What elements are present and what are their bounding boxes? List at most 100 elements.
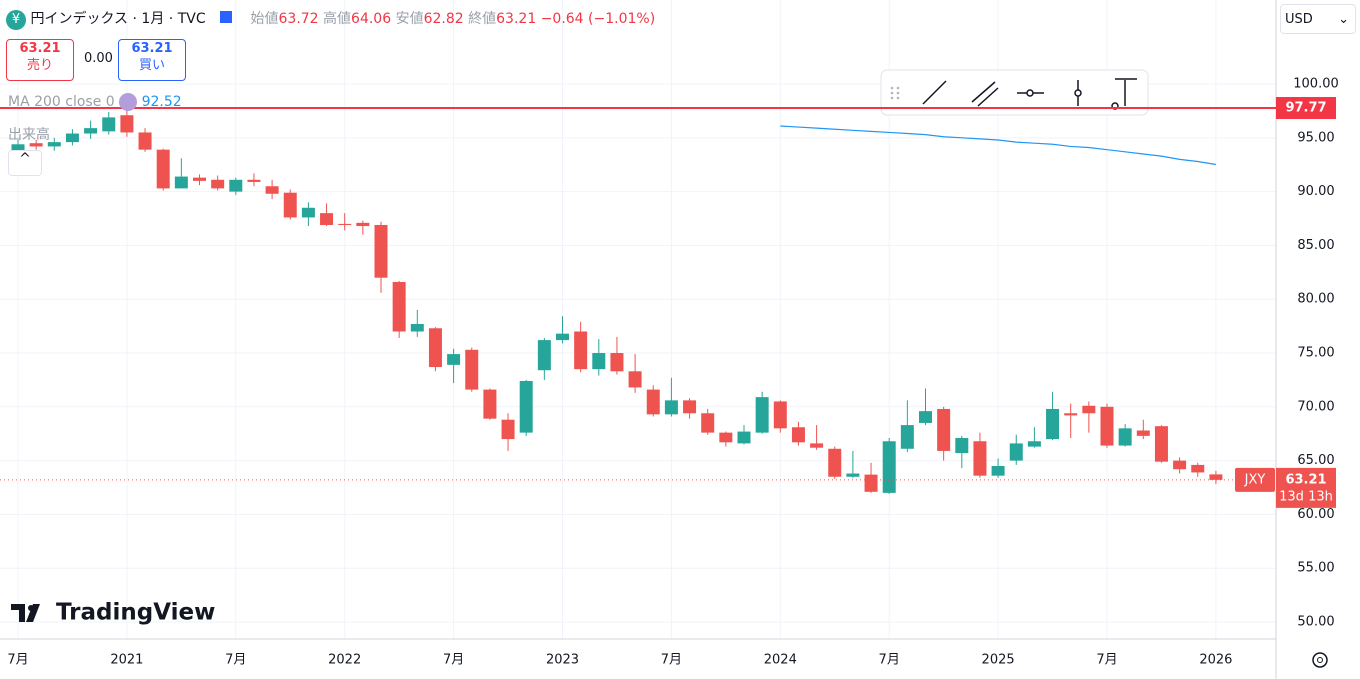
sell-label: 売り (26, 58, 53, 73)
x-tick-label: 2023 (546, 653, 579, 668)
candle-body (628, 371, 642, 388)
price-label-box (1276, 467, 1336, 508)
candle-body (483, 389, 497, 419)
candle-body (1064, 413, 1078, 416)
source: TVC (177, 11, 206, 27)
y-tick-label: 70.00 (1297, 399, 1334, 414)
candle-body (392, 282, 406, 332)
y-tick-label: 50.00 (1297, 615, 1334, 630)
candle-body (955, 438, 969, 454)
ma-name: MA 200 close 0 (8, 94, 115, 110)
candle-body (174, 176, 188, 189)
ohlc-value: 64.06 (351, 11, 392, 27)
candle-body (501, 419, 515, 440)
countdown: 13d 13h (1279, 489, 1333, 504)
candle-body (138, 132, 152, 150)
candle-body (1191, 464, 1205, 473)
candle-body (265, 186, 279, 194)
x-tick-label: 2022 (328, 653, 361, 668)
currency-select[interactable]: USD ⌄ (1280, 4, 1356, 34)
candle-body (773, 401, 787, 429)
candle-body (1009, 443, 1023, 461)
legend: ¥ 円インデックス · 1月 · TVC 始値63.72 高値64.06 安値6… (6, 8, 655, 30)
y-tick-label: 60.00 (1297, 507, 1334, 522)
candle-body (683, 400, 697, 414)
collapse-button[interactable]: ^ (8, 150, 42, 176)
candle-body (719, 432, 733, 443)
x-tick-label: 7月 (1096, 653, 1117, 668)
candle-body (428, 328, 442, 368)
ohlc-label: 終値 (468, 11, 497, 27)
candle-body (65, 133, 79, 143)
candle-body (1100, 406, 1114, 446)
candle-body (447, 354, 461, 365)
candle-body (283, 192, 297, 218)
candle-body (900, 425, 914, 449)
candle-body (1136, 430, 1150, 436)
candle-body (556, 333, 569, 341)
x-tick-label: 2025 (982, 653, 1015, 668)
candle-body (846, 473, 860, 477)
x-tick-label: 2026 (1199, 653, 1232, 668)
x-tick-label: 7月 (225, 653, 246, 668)
drawing-toolbar[interactable] (880, 69, 1149, 116)
x-tick-label: 2021 (110, 653, 143, 668)
candle-body (737, 431, 751, 444)
y-tick-label: 85.00 (1297, 238, 1334, 253)
candle-body (211, 179, 225, 189)
ohlc-label: 始値 (250, 11, 279, 27)
candle-body (991, 465, 1005, 476)
candle-body (882, 441, 896, 493)
candle-body (29, 143, 43, 147)
sell-price: 63.21 (19, 41, 61, 56)
candle-body (864, 474, 878, 492)
y-tick-label: 75.00 (1297, 346, 1334, 361)
candle-body (610, 353, 624, 372)
candle-body (1209, 474, 1223, 480)
x-tick-label: 7月 (661, 653, 682, 668)
plot: 50.00 55.00 60.00 65.00 70.00 75.00 80.00 85.00… (0, 77, 1339, 668)
sell-button[interactable]: 63.21 売り (6, 39, 74, 81)
buy-button[interactable]: 63.21 買い (118, 39, 186, 81)
candle-body (1046, 408, 1060, 440)
ohlc-label: 安値 (395, 11, 424, 27)
buy-label: 買い (138, 58, 165, 73)
hline-label-box (1276, 97, 1336, 120)
candle-body (664, 400, 678, 415)
candle-body (755, 397, 769, 433)
candle-body (247, 179, 261, 182)
change: −0.64 (−1.01%) (540, 11, 656, 27)
symbol-label: JXY (1244, 472, 1266, 487)
settings-icon[interactable] (1312, 652, 1328, 668)
currency: USD (1285, 12, 1313, 27)
candle-body (11, 144, 25, 153)
candle-body (120, 115, 134, 133)
ma-legend: MA 200 close 0 92.52 (8, 93, 182, 111)
candle-body (937, 408, 951, 451)
x-tick-label: 2024 (764, 653, 797, 668)
volume-legend: 出来高 (8, 127, 50, 143)
candle-body (47, 142, 61, 147)
candle-body (519, 380, 533, 433)
candle-body (193, 177, 206, 181)
candle-body (1173, 460, 1187, 470)
candle-body (537, 340, 551, 371)
y-tick-label: 80.00 (1297, 292, 1334, 307)
ma-value: 92.52 (141, 94, 182, 110)
candle-body (919, 411, 932, 423)
hline-label: 97.77 (1285, 101, 1326, 116)
price-label: 63.21 (1285, 472, 1326, 487)
candle-body (356, 222, 370, 227)
candle-body (1082, 405, 1096, 414)
ohlc-value: 63.21 (496, 11, 537, 27)
candle-body (1154, 426, 1168, 462)
candle-body (574, 331, 588, 370)
y-tick-label: 100.00 (1293, 77, 1339, 92)
candle-body (810, 443, 824, 448)
y-tick-label: 65.00 (1297, 453, 1334, 468)
x-tick-label: 7月 (443, 653, 464, 668)
ohlc-value: 62.82 (423, 11, 464, 27)
candle-body (229, 179, 243, 192)
candle-body (102, 117, 116, 132)
